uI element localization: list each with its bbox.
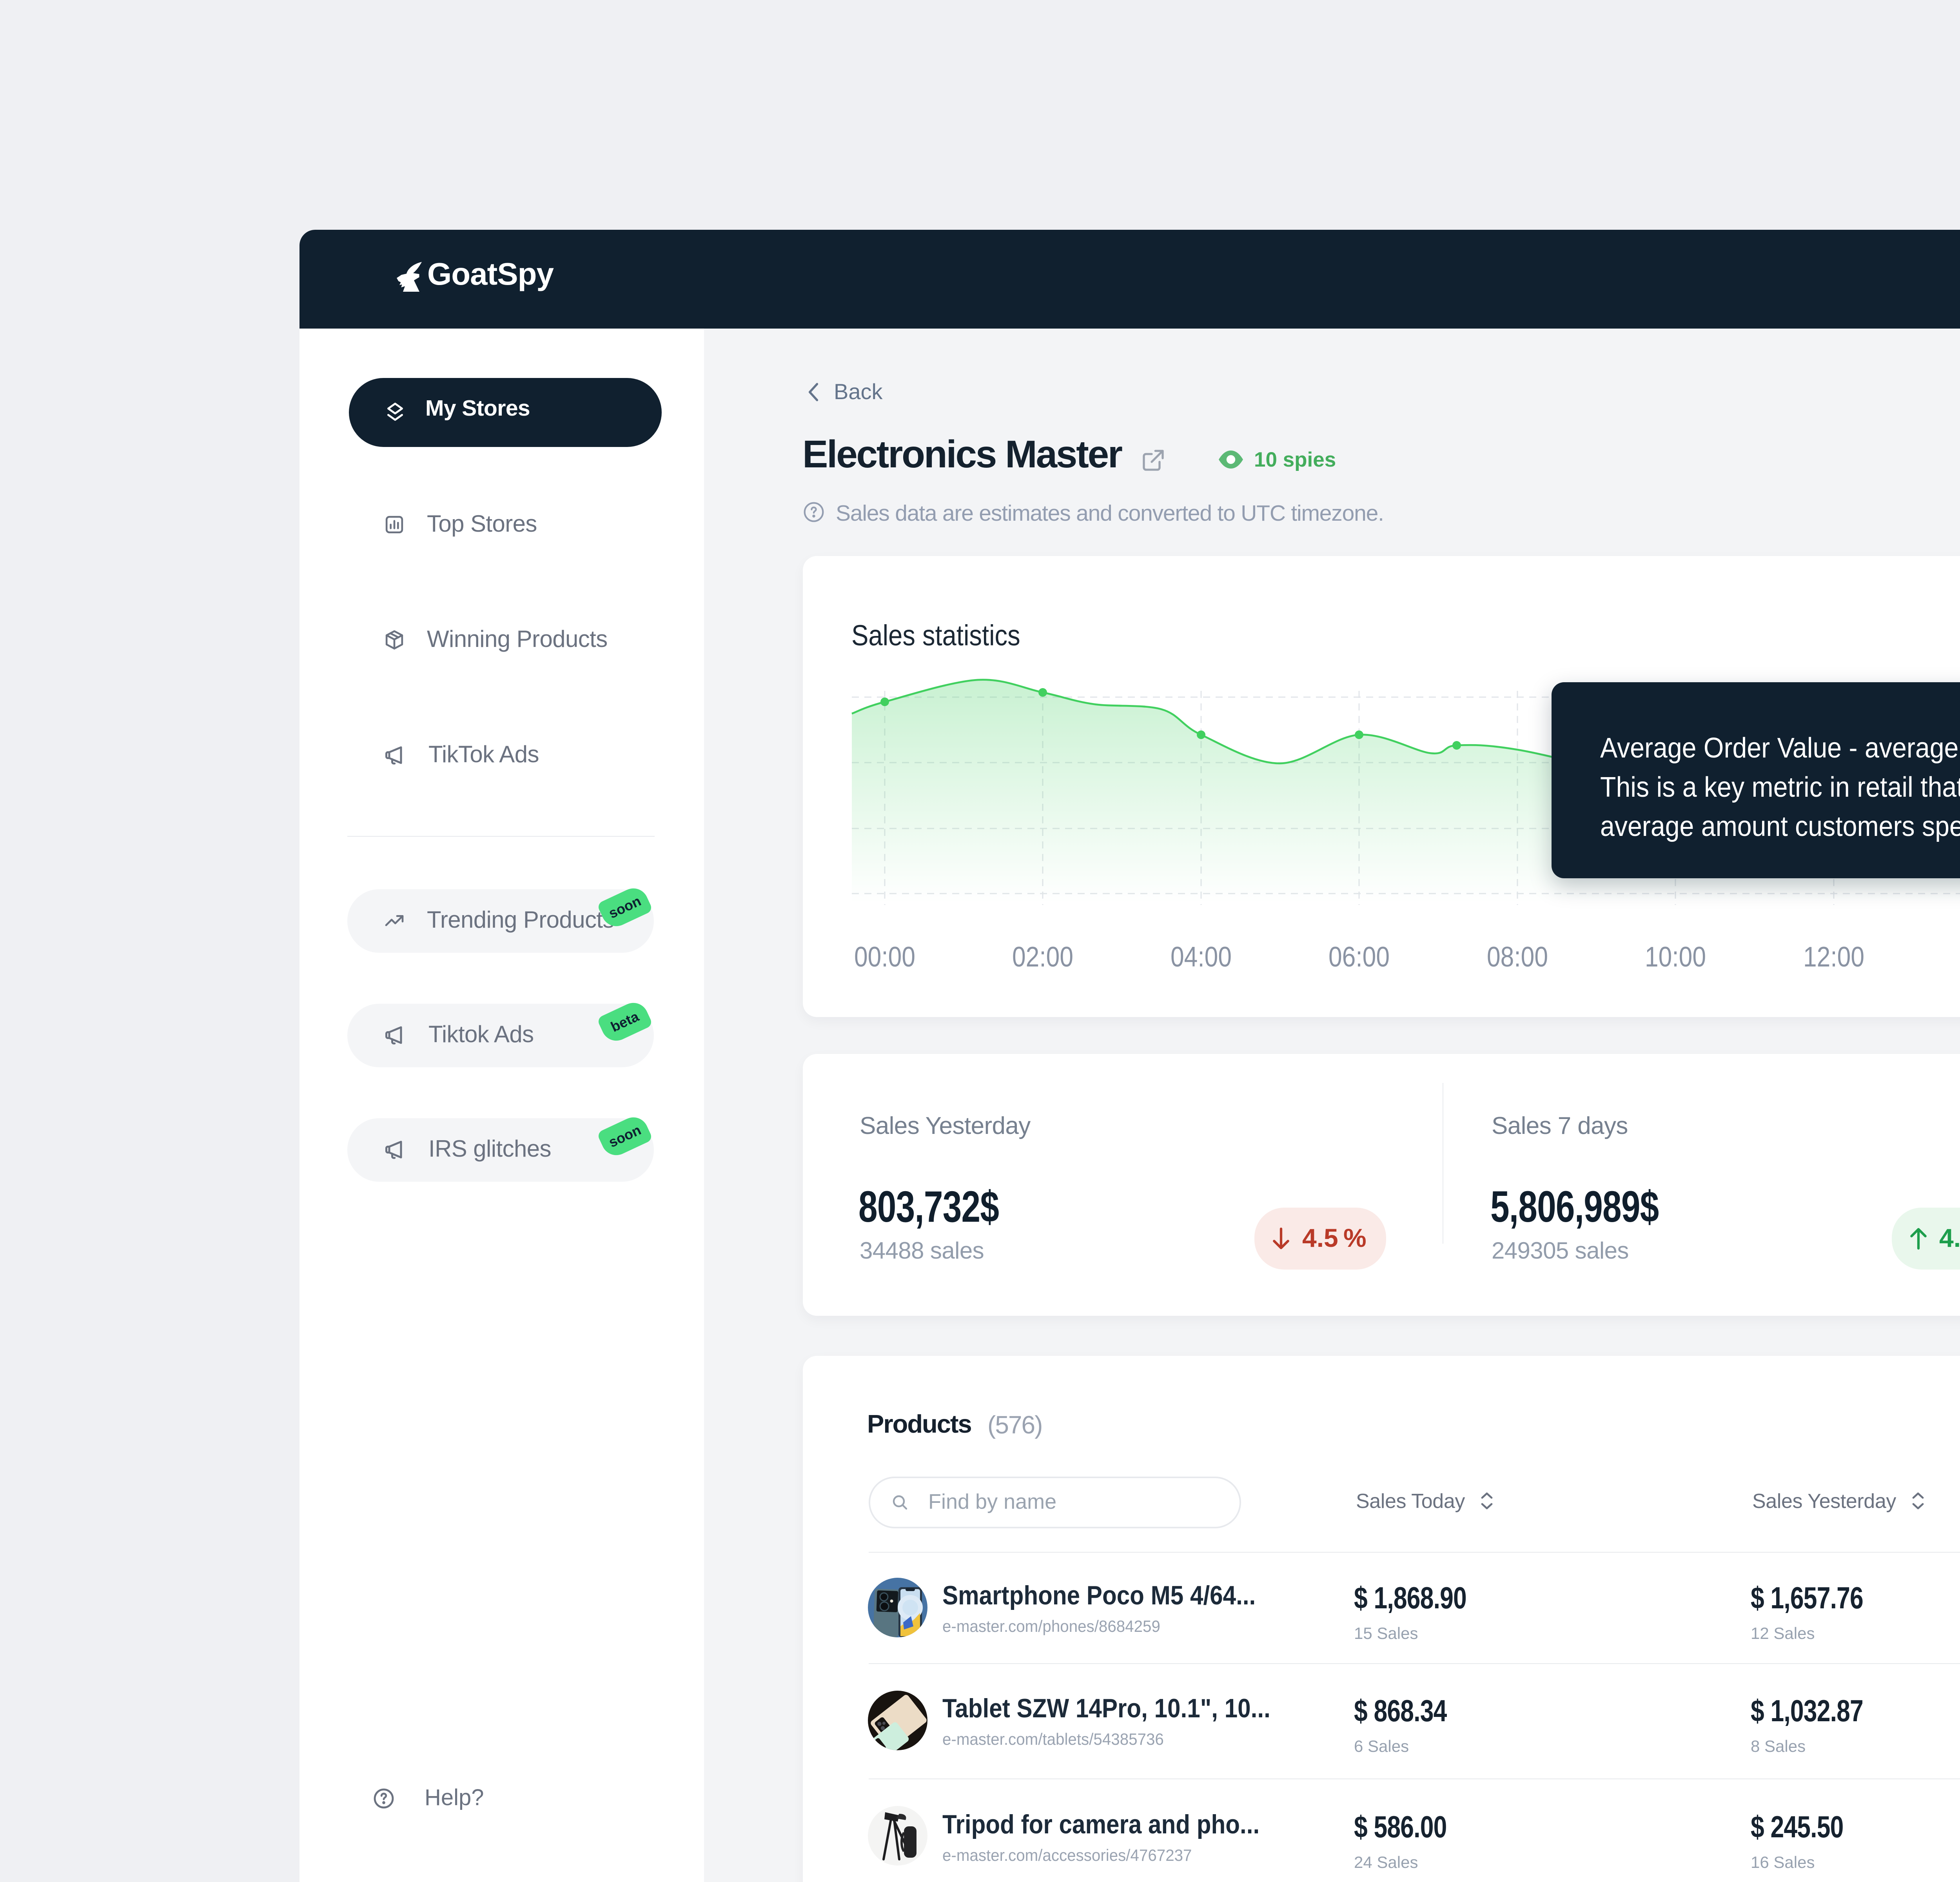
svg-text:06:00: 06:00 <box>1328 941 1389 972</box>
svg-text:00:00: 00:00 <box>854 941 915 972</box>
svg-text:04:00: 04:00 <box>1170 941 1231 972</box>
svg-text:10:00: 10:00 <box>1644 941 1706 972</box>
svg-text:12:00: 12:00 <box>1803 941 1864 972</box>
svg-text:08:00: 08:00 <box>1486 941 1548 972</box>
svg-text:02:00: 02:00 <box>1012 941 1073 972</box>
